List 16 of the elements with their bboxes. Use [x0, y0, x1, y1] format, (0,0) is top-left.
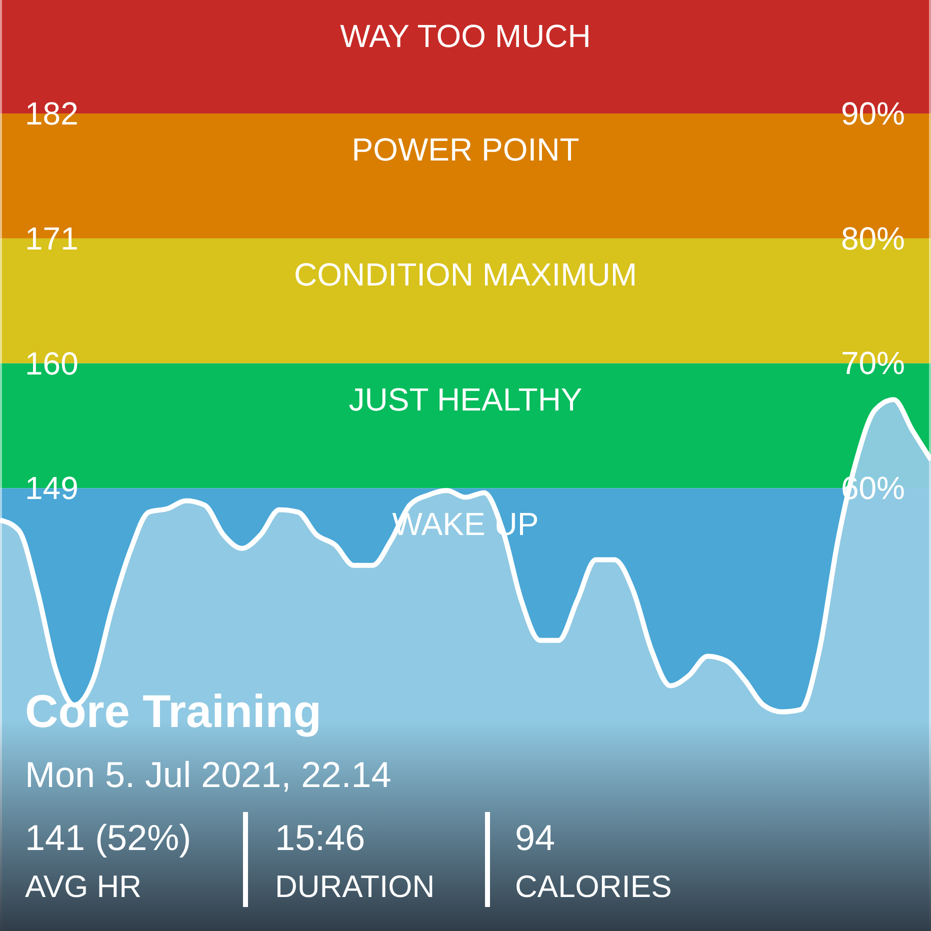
annotation: CALORIES: [515, 869, 672, 904]
band-label: CONDITION MAXIMUM: [294, 256, 638, 292]
annotation: 94: [515, 817, 556, 858]
y2-tick-label: 90%: [840, 96, 905, 132]
annotation: 15:46: [275, 817, 366, 858]
band-label: WAY TOO MUCH: [340, 18, 591, 54]
y-tick-label: 171: [25, 220, 78, 256]
annotation: 141 (52%): [25, 817, 192, 858]
band-label: JUST HEALTHY: [348, 381, 582, 418]
y2-tick-label: 80%: [840, 220, 905, 256]
text: Core Training: [25, 685, 322, 737]
annotation: AVG HR: [25, 869, 142, 904]
band-label: POWER POINT: [352, 132, 580, 168]
y-tick-label: 182: [25, 96, 78, 132]
annotation: DURATION: [275, 869, 435, 904]
text: Mon 5. Jul 2021, 22.14: [25, 754, 392, 795]
